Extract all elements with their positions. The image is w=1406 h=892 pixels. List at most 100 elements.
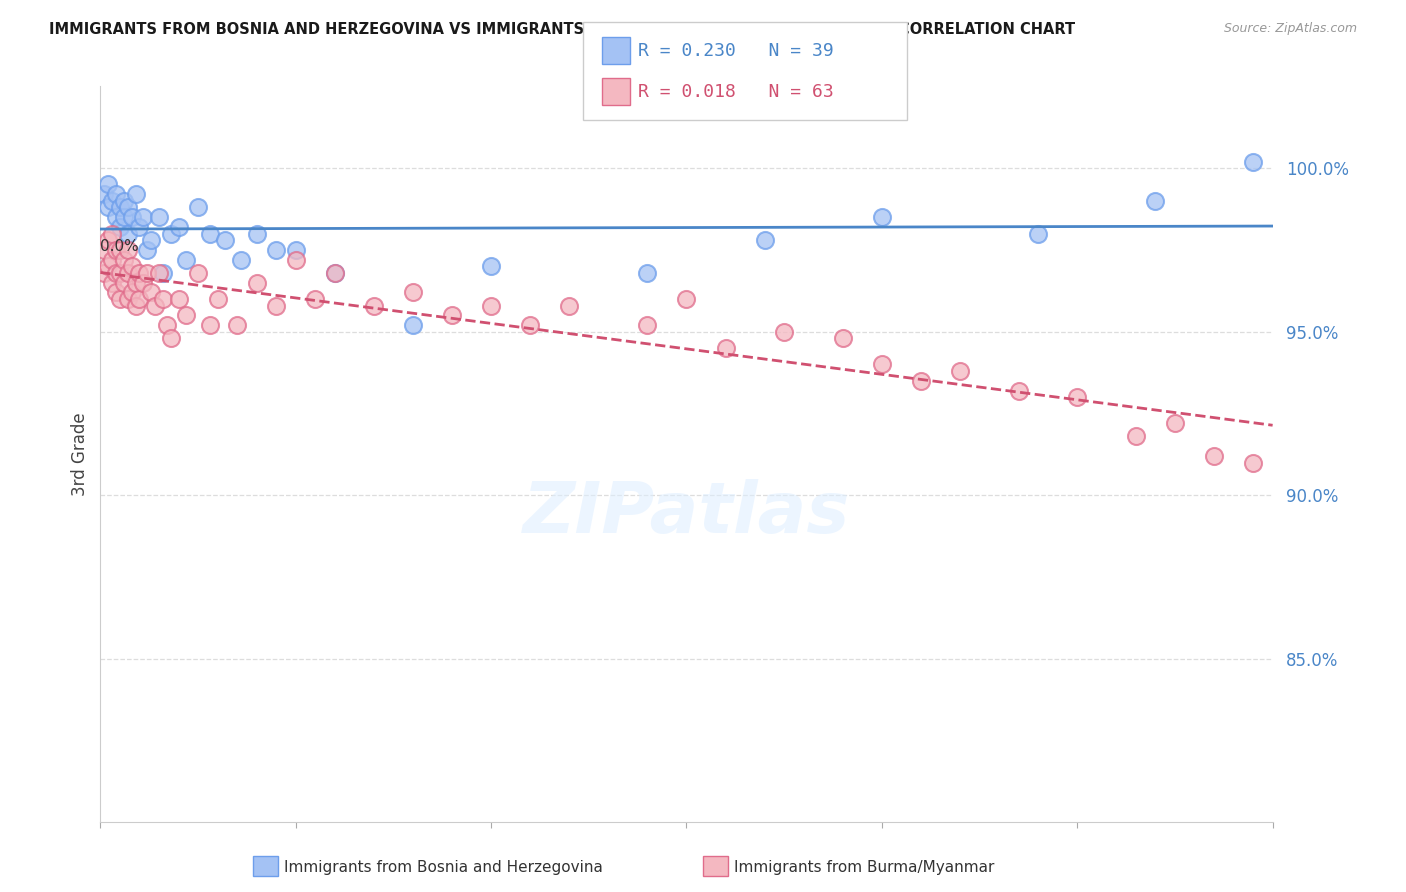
Point bbox=[304, 292, 326, 306]
Y-axis label: 3rd Grade: 3rd Grade bbox=[72, 413, 89, 496]
Point bbox=[1125, 429, 1147, 443]
Point bbox=[167, 292, 190, 306]
Point bbox=[117, 227, 139, 241]
Point bbox=[112, 252, 135, 267]
Point bbox=[128, 292, 150, 306]
Point bbox=[132, 276, 155, 290]
Point bbox=[1026, 227, 1049, 241]
Point bbox=[143, 299, 166, 313]
Point bbox=[93, 243, 115, 257]
Point bbox=[93, 187, 115, 202]
Point bbox=[264, 299, 287, 313]
Point bbox=[128, 266, 150, 280]
Point bbox=[108, 201, 131, 215]
Point bbox=[1144, 194, 1167, 208]
Point bbox=[136, 266, 159, 280]
Point bbox=[714, 341, 737, 355]
Point bbox=[441, 309, 464, 323]
Point bbox=[402, 318, 425, 333]
Point bbox=[108, 220, 131, 235]
Point bbox=[104, 285, 127, 300]
Point bbox=[1066, 390, 1088, 404]
Point bbox=[141, 233, 163, 247]
Text: Immigrants from Burma/Myanmar: Immigrants from Burma/Myanmar bbox=[734, 860, 994, 874]
Point bbox=[141, 285, 163, 300]
Point bbox=[558, 299, 581, 313]
Point bbox=[156, 318, 179, 333]
Point bbox=[159, 227, 181, 241]
Point bbox=[121, 285, 143, 300]
Point bbox=[101, 276, 124, 290]
Point bbox=[214, 233, 236, 247]
Point bbox=[519, 318, 541, 333]
Point bbox=[207, 292, 229, 306]
Point bbox=[117, 292, 139, 306]
Point bbox=[124, 187, 146, 202]
Point bbox=[108, 292, 131, 306]
Point bbox=[363, 299, 385, 313]
Point bbox=[159, 331, 181, 345]
Text: 0.0%: 0.0% bbox=[100, 239, 139, 254]
Point bbox=[152, 292, 174, 306]
Text: IMMIGRANTS FROM BOSNIA AND HERZEGOVINA VS IMMIGRANTS FROM BURMA/MYANMAR 3RD GRAD: IMMIGRANTS FROM BOSNIA AND HERZEGOVINA V… bbox=[49, 22, 1076, 37]
Point bbox=[152, 266, 174, 280]
Point bbox=[402, 285, 425, 300]
Text: Immigrants from Bosnia and Herzegovina: Immigrants from Bosnia and Herzegovina bbox=[284, 860, 603, 874]
Point bbox=[187, 201, 209, 215]
Point bbox=[104, 266, 127, 280]
Text: R = 0.018   N = 63: R = 0.018 N = 63 bbox=[638, 83, 834, 101]
Point bbox=[97, 233, 120, 247]
Point bbox=[112, 194, 135, 208]
Point bbox=[246, 276, 269, 290]
Point bbox=[167, 220, 190, 235]
Point bbox=[121, 260, 143, 274]
Point bbox=[246, 227, 269, 241]
Point bbox=[97, 201, 120, 215]
Point bbox=[870, 358, 893, 372]
Point bbox=[910, 374, 932, 388]
Point bbox=[117, 243, 139, 257]
Point bbox=[101, 252, 124, 267]
Point bbox=[198, 318, 221, 333]
Point bbox=[124, 299, 146, 313]
Point bbox=[101, 227, 124, 241]
Point bbox=[949, 364, 972, 378]
Point bbox=[176, 252, 198, 267]
Point bbox=[187, 266, 209, 280]
Point bbox=[323, 266, 346, 280]
Point bbox=[284, 252, 307, 267]
Point bbox=[1007, 384, 1029, 398]
Point bbox=[229, 252, 252, 267]
Point bbox=[117, 266, 139, 280]
Point bbox=[870, 211, 893, 225]
Point bbox=[112, 276, 135, 290]
Point bbox=[479, 260, 502, 274]
Point bbox=[132, 211, 155, 225]
Point bbox=[124, 276, 146, 290]
Point bbox=[97, 178, 120, 192]
Point bbox=[264, 243, 287, 257]
Point bbox=[479, 299, 502, 313]
Point bbox=[323, 266, 346, 280]
Point bbox=[198, 227, 221, 241]
Point bbox=[636, 266, 658, 280]
Point bbox=[831, 331, 853, 345]
Point bbox=[104, 243, 127, 257]
Point bbox=[97, 260, 120, 274]
Point bbox=[108, 243, 131, 257]
Point bbox=[1202, 449, 1225, 463]
Point bbox=[636, 318, 658, 333]
Point bbox=[1241, 456, 1264, 470]
Point bbox=[754, 233, 776, 247]
Point bbox=[675, 292, 697, 306]
Point bbox=[117, 201, 139, 215]
Point bbox=[148, 211, 170, 225]
Point bbox=[104, 187, 127, 202]
Text: R = 0.230   N = 39: R = 0.230 N = 39 bbox=[638, 42, 834, 60]
Text: ZIPatlas: ZIPatlas bbox=[523, 479, 851, 548]
Point bbox=[104, 211, 127, 225]
Point bbox=[121, 211, 143, 225]
Point bbox=[1241, 154, 1264, 169]
Point bbox=[112, 211, 135, 225]
Point bbox=[226, 318, 249, 333]
